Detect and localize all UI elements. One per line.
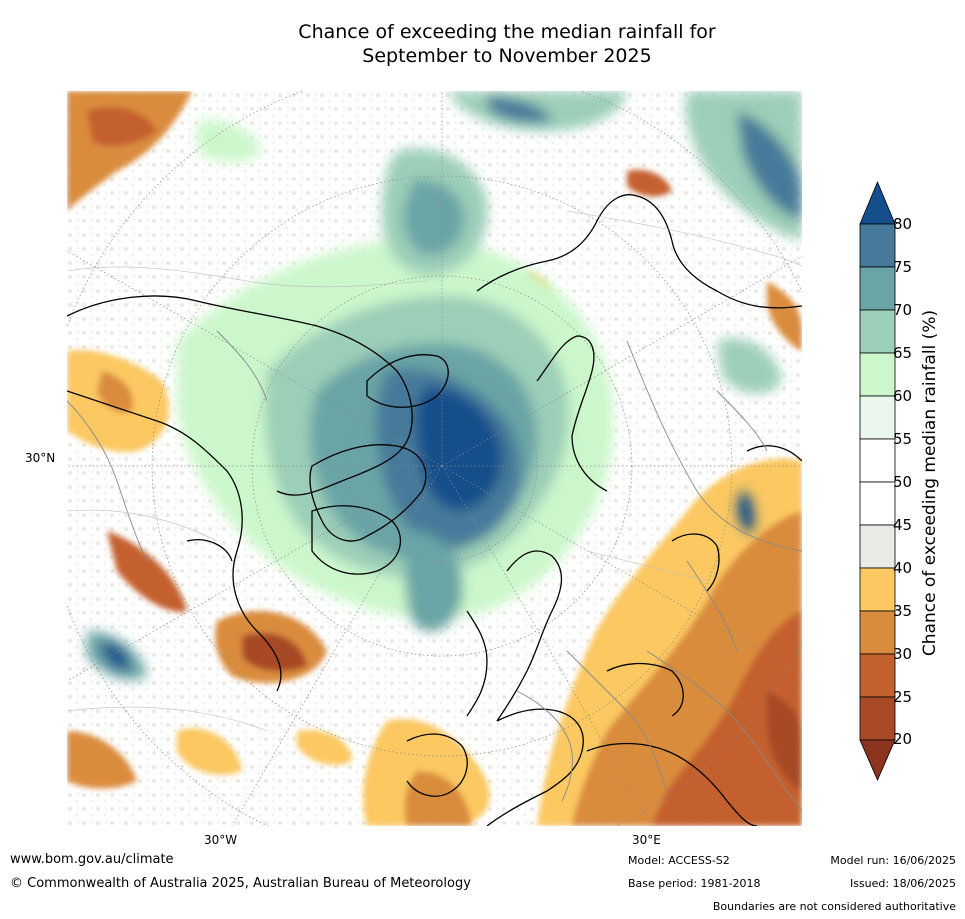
issued-text: Issued: 18/06/2025 (849, 877, 956, 890)
colorbar-segment-45-50 (859, 481, 896, 526)
dry-anomaly-regions (67, 91, 802, 826)
colorbar-segment-50-55 (859, 438, 896, 483)
map-canvas (67, 91, 802, 826)
colorbar-segments (859, 223, 896, 741)
colorbar-segment-30-35 (859, 610, 896, 655)
colorbar-tick-75: 75 (893, 258, 913, 276)
colorbar (859, 180, 896, 781)
colorbar-top-arrow (859, 180, 896, 225)
coastlines (67, 194, 802, 826)
colorbar-tick-20: 20 (893, 730, 913, 748)
colorbar-tick-65: 65 (893, 344, 913, 362)
lat-label-30n: 30°N (25, 451, 56, 465)
colorbar-segment-20-25 (859, 696, 896, 741)
colorbar-bottom-arrow (859, 739, 896, 781)
title-line-2: September to November 2025 (362, 45, 652, 67)
colorbar-tick-70: 70 (893, 301, 913, 319)
website-link[interactable]: www.bom.gov.au/climate (10, 852, 174, 867)
colorbar-tick-55: 55 (893, 430, 913, 448)
colorbar-tick-35: 35 (893, 602, 913, 620)
colorbar-segment-60-65 (859, 352, 896, 397)
colorbar-tick-50: 50 (893, 473, 913, 491)
colorbar-segment-55-60 (859, 395, 896, 440)
copyright-text: © Commonwealth of Australia 2025, Austra… (10, 876, 471, 891)
country-boundaries (67, 330, 802, 812)
colorbar-tick-25: 25 (893, 688, 913, 706)
colorbar-tick-60: 60 (893, 387, 913, 405)
rainfall-map (67, 91, 802, 826)
colorbar-tick-80: 80 (893, 215, 913, 233)
model-run-text: Model run: 16/06/2025 (830, 854, 956, 867)
map-title: Chance of exceeding the median rainfall … (0, 20, 965, 68)
colorbar-tick-30: 30 (893, 645, 913, 663)
colorbar-segment-75-80 (859, 223, 896, 268)
colorbar-segment-40-45 (859, 524, 896, 569)
colorbar-segment-65-70 (859, 309, 896, 354)
colorbar-label: Chance of exceeding median rainfall (%) (920, 309, 940, 657)
title-line-1: Chance of exceeding the median rainfall … (298, 21, 716, 43)
colorbar-tick-40: 40 (893, 559, 913, 577)
colorbar-segment-25-30 (859, 653, 896, 698)
colorbar-segment-35-40 (859, 567, 896, 612)
contour-lines (67, 210, 802, 732)
colorbar-segment-70-75 (859, 266, 896, 311)
lon-label-30w: 30°W (204, 833, 238, 847)
wet-anomaly-regions (87, 91, 802, 680)
disclaimer-text: Boundaries are not considered authoritat… (712, 900, 956, 913)
base-period-text: Base period: 1981-2018 (628, 877, 761, 890)
model-text: Model: ACCESS-S2 (628, 854, 730, 867)
graticule (67, 91, 802, 826)
colorbar-tick-45: 45 (893, 516, 913, 534)
lon-label-30e: 30°E (632, 833, 661, 847)
